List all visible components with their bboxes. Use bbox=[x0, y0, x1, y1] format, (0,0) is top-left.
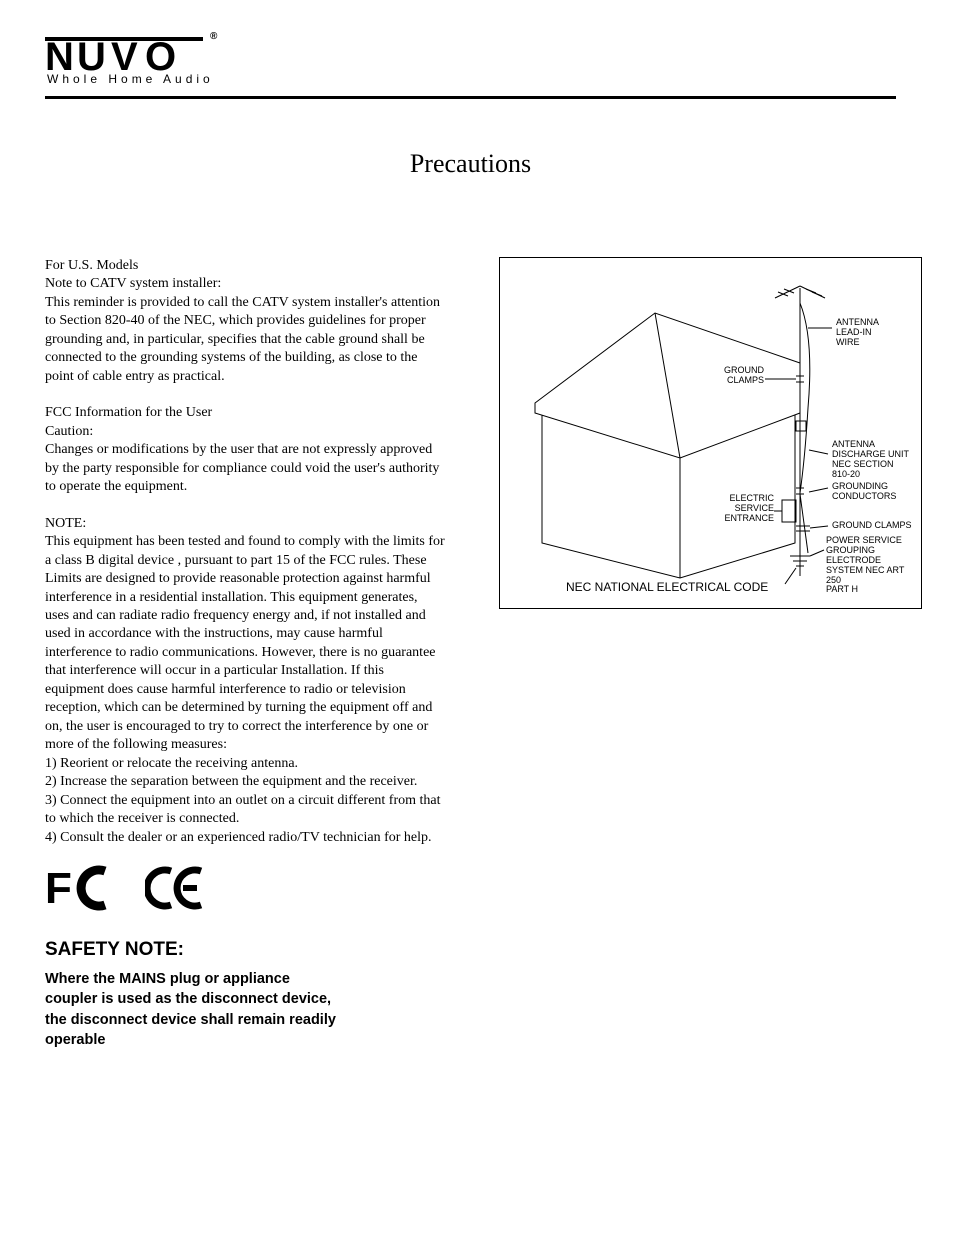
paragraph-fcc-note: NOTE: This equipment has been tested and… bbox=[45, 515, 445, 847]
fcc-icon: F bbox=[45, 865, 117, 911]
brand-logo: N U V O ® Whole Home Audio bbox=[45, 30, 896, 86]
content-columns: For U.S. Models Note to CATV system inst… bbox=[45, 257, 896, 1050]
label-grounding-conductors: GROUNDING CONDUCTORS bbox=[832, 482, 896, 502]
grounding-diagram: ANTENNA LEAD-IN WIRE GROUND CLAMPS ANTEN… bbox=[499, 257, 922, 609]
nuvo-logo-svg: N U V O bbox=[45, 30, 210, 74]
registered-mark: ® bbox=[210, 32, 216, 42]
label-antenna-lead-in: ANTENNA LEAD-IN WIRE bbox=[836, 318, 879, 348]
label-antenna-discharge: ANTENNA DISCHARGE UNIT NEC SECTION 810-2… bbox=[832, 440, 909, 480]
safety-body: Where the MAINS plug or appliance couple… bbox=[45, 969, 345, 1050]
left-column: For U.S. Models Note to CATV system inst… bbox=[45, 257, 445, 1050]
label-power-service: POWER SERVICE GROUPING ELECTRODE SYSTEM … bbox=[826, 536, 921, 595]
svg-text:N: N bbox=[45, 35, 72, 74]
document-page: N U V O ® Whole Home Audio Precautions F… bbox=[0, 0, 954, 1090]
label-ground-clamps-bottom: GROUND CLAMPS bbox=[832, 521, 912, 531]
paragraph-fcc-caution: FCC Information for the User Caution: Ch… bbox=[45, 404, 445, 496]
logo-tagline: Whole Home Audio bbox=[47, 72, 896, 86]
certification-marks: F bbox=[45, 865, 445, 911]
diagram-footer: NEC NATIONAL ELECTRICAL CODE bbox=[566, 580, 768, 594]
header-divider bbox=[45, 96, 896, 99]
svg-text:F: F bbox=[45, 865, 72, 911]
right-column: ANTENNA LEAD-IN WIRE GROUND CLAMPS ANTEN… bbox=[499, 257, 922, 609]
svg-text:U: U bbox=[77, 35, 105, 74]
svg-text:V: V bbox=[111, 35, 138, 74]
ce-icon bbox=[145, 865, 207, 911]
page-title: Precautions bbox=[45, 149, 896, 179]
safety-heading: SAFETY NOTE: bbox=[45, 939, 445, 961]
logo-wordmark: N U V O ® bbox=[45, 30, 896, 74]
paragraph-us-models: For U.S. Models Note to CATV system inst… bbox=[45, 257, 445, 386]
label-ground-clamps-top: GROUND CLAMPS bbox=[718, 366, 764, 386]
label-electric-service: ELECTRIC SERVICE ENTRANCE bbox=[720, 494, 774, 524]
